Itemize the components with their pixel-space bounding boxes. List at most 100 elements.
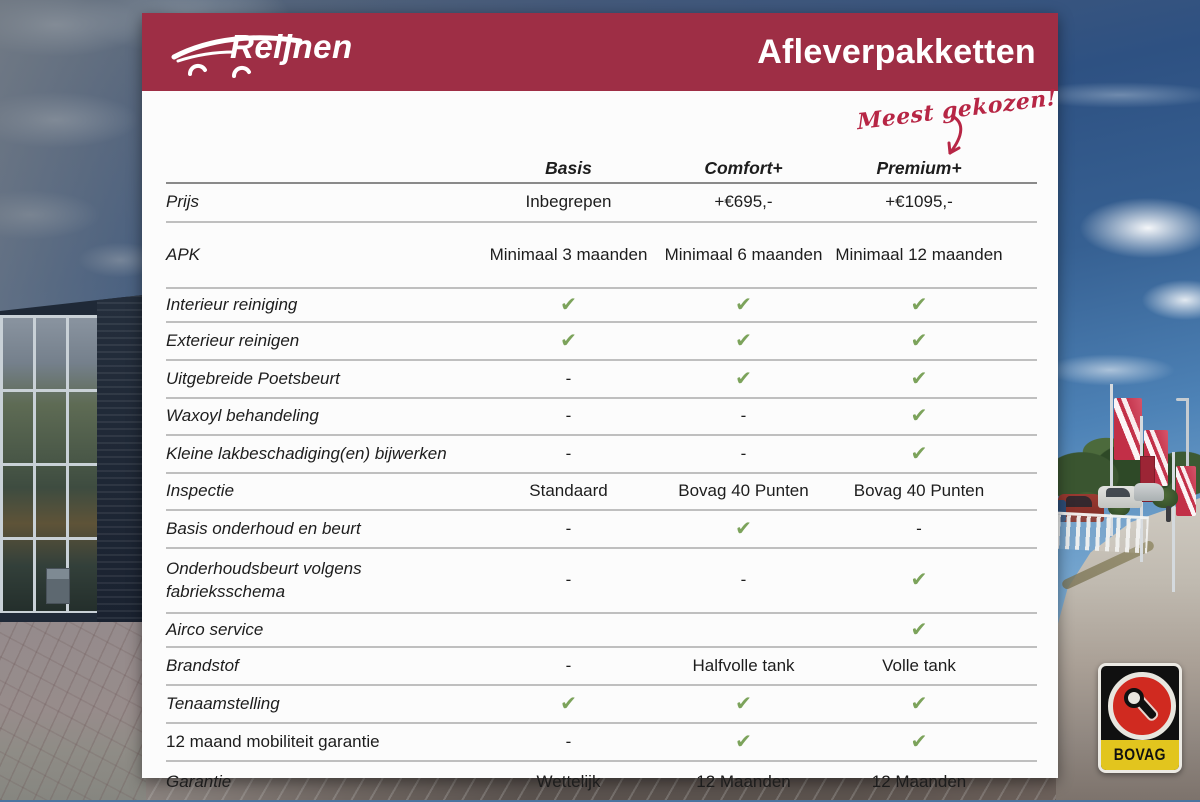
cell-value: ✔ [735,367,752,390]
row-label: Exterieur reinigen [166,330,300,350]
cell-value: ✔ [735,692,752,715]
cell-value: Bovag 40 Punten [678,481,809,501]
cell-value: ✔ [735,329,752,352]
cell-value: - [916,518,922,538]
building-windows [0,315,97,613]
cell-value: 12 Maanden [871,771,967,791]
table-row: APK Minimaal 3 maanden Minimaal 6 maande… [166,223,1037,289]
arrow-down-icon [947,114,963,155]
cell-value: ✔ [560,692,577,715]
dealer-flag [1172,452,1196,592]
table-row: Waxoyl behandeling - - ✔ [166,399,1037,436]
table-row: Inspectie Standaard Bovag 40 Punten Bova… [166,474,1037,511]
row-label: Interieur reiniging [166,294,298,314]
header-ribbon: Reijnen Afleverpakketten [142,13,1058,91]
parked-car [1134,483,1164,501]
bovag-label-band: BOVAG [1101,740,1179,770]
cell-value: - [740,406,747,426]
cell-value: - [740,570,747,590]
brand-logo: Reijnen [168,24,378,80]
row-label: Waxoyl behandeling [166,406,319,426]
pedestrian [1166,506,1171,522]
brand-name: Reijnen [230,28,353,65]
table-row: Onderhoudsbeurt volgens fabrieksschema -… [166,549,1037,614]
waste-bin [46,568,70,604]
table-row: Basis onderhoud en beurt - ✔ - [166,511,1037,549]
cell-value: - [565,731,572,751]
row-label: 12 maand mobiliteit garantie [166,731,380,751]
table-row: Interieur reiniging ✔ ✔ ✔ [166,289,1037,323]
cell-value: Wettelijk [536,771,601,791]
white-fence [1055,511,1149,554]
cell-value: - [565,570,572,590]
table-row: Kleine lakbeschadiging(en) bijwerken - -… [166,436,1037,474]
row-label: Kleine lakbeschadiging(en) bijwerken [166,443,447,463]
package-comparison-table: Basis Comfort+ Premium+ Prijs Inbegrepen… [166,153,1037,802]
cell-value: Minimaal 12 maanden [835,244,1003,264]
row-label: Onderhoudsbeurt volgens fabrieksschema [166,558,362,601]
dealer-flag [1110,384,1142,536]
cell-value: ✔ [910,730,928,753]
table-row: 12 maand mobiliteit garantie - ✔ ✔ [166,724,1037,762]
cell-value: ✔ [735,730,752,753]
cell-value: +€695,- [714,192,773,212]
row-label: Airco service [166,619,264,639]
table-row: Tenaamstelling ✔ ✔ ✔ [166,686,1037,724]
table-row: Garantie Wettelijk 12 Maanden 12 Maanden [166,762,1037,802]
dealership-building [0,295,143,625]
package-flyer-card: Reijnen Afleverpakketten Meest gekozen! … [142,13,1058,791]
cell-value: Bovag 40 Punten [853,481,985,501]
row-label: Uitgebreide Poetsbeurt [166,368,340,388]
cell-value: ✔ [910,692,928,715]
parked-car [1098,486,1142,508]
page-title: Afleverpakketten [757,32,1036,71]
row-label: APK [166,244,201,264]
cell-value: - [565,655,572,675]
cell-value: Minimaal 6 maanden [664,244,823,264]
row-label: Tenaamstelling [166,693,280,713]
cell-value: ✔ [910,618,928,641]
cell-value: ✔ [560,329,577,352]
cell-value: ✔ [910,405,928,428]
row-label: Basis onderhoud en beurt [166,518,361,538]
column-header-comfort: Comfort+ [704,157,783,178]
building-cladding [97,295,143,625]
lamp-post [1176,398,1189,516]
bovag-label: BOVAG [1113,745,1167,764]
table-row: Brandstof - Halfvolle tank Volle tank [166,648,1037,686]
cell-value: +€1095,- [885,192,953,212]
bovag-logo-hub [1124,688,1144,708]
car-window [1105,488,1131,497]
row-label: Brandstof [166,655,239,675]
bovag-badge: BOVAG [1098,663,1182,773]
cell-value: ✔ [735,517,752,540]
cell-value: Volle tank [882,655,956,675]
parked-car [1056,500,1066,522]
cell-value: ✔ [560,293,577,316]
cell-value: - [565,406,572,426]
car-window [1066,496,1092,508]
cell-value: ✔ [910,442,928,465]
cell-value: Standaard [529,481,608,501]
row-label: Inspectie [166,481,235,501]
car-swoosh-icon [171,35,303,78]
cell-value: - [740,443,747,463]
cell-value: Halfvolle tank [692,655,795,675]
cell-value: 12 Maanden [696,771,791,791]
cell-value: Minimaal 3 maanden [489,244,648,264]
cell-value: - [565,443,572,463]
table-row: Uitgebreide Poetsbeurt - ✔ ✔ [166,361,1037,399]
bovag-logo-icon [1108,672,1176,740]
table-row: Airco service ✔ [166,614,1037,648]
table-row: Prijs Inbegrepen +€695,- +€1095,- [166,184,1037,223]
cell-value: - [565,368,572,388]
brick-plaza [0,622,146,800]
cell-value: ✔ [910,329,928,352]
table-header-row: Basis Comfort+ Premium+ [166,153,1037,184]
cell-value: Inbegrepen [525,192,612,212]
cell-value: ✔ [910,293,928,316]
row-label: Garantie [166,771,232,791]
column-header-basis: Basis [545,157,592,178]
cell-value: ✔ [910,569,928,592]
cell-value: ✔ [910,367,928,390]
